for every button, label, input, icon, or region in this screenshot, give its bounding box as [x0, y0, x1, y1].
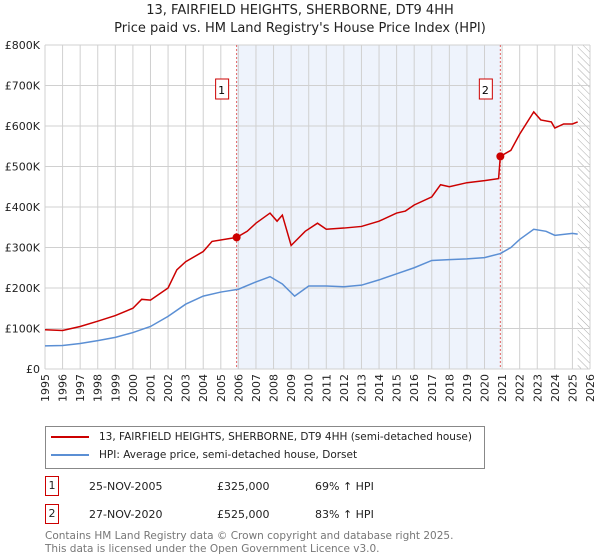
- x-tick-label: 2013: [355, 374, 368, 402]
- sale-row: 2 27-NOV-2020 £525,000 83% ↑ HPI: [45, 504, 445, 526]
- sale-hpi-diff: 69% ↑ HPI: [315, 480, 374, 493]
- chart-title: 13, FAIRFIELD HEIGHTS, SHERBORNE, DT9 4H…: [146, 3, 454, 18]
- sale-date: 27-NOV-2020: [89, 508, 163, 521]
- sale-annotation-label: 2: [482, 84, 489, 97]
- sale-marker-badge: 2: [45, 504, 59, 524]
- y-tick-label: £100K: [5, 323, 41, 336]
- x-tick-label: 1998: [92, 374, 105, 402]
- legend: 13, FAIRFIELD HEIGHTS, SHERBORNE, DT9 4H…: [45, 426, 485, 469]
- x-tick-label: 2023: [531, 374, 544, 402]
- sale-price: £525,000: [217, 508, 270, 521]
- chart-subtitle: Price paid vs. HM Land Registry's House …: [114, 21, 486, 36]
- sale-annotation-box: [215, 78, 230, 100]
- x-tick-label: 2024: [549, 374, 562, 402]
- y-tick-label: £600K: [5, 120, 41, 133]
- x-tick-label: 2002: [162, 374, 175, 402]
- price-paid-line: [44, 110, 578, 332]
- x-tick-label: 1999: [109, 374, 122, 402]
- y-tick-label: £200K: [5, 282, 41, 295]
- x-tick-label: 2021: [496, 374, 509, 402]
- legend-label: 13, FAIRFIELD HEIGHTS, SHERBORNE, DT9 4H…: [99, 431, 472, 443]
- sale-point: [496, 152, 505, 161]
- x-tick-label: 2004: [197, 374, 210, 402]
- footer-line: This data is licensed under the Open Gov…: [45, 543, 380, 555]
- sale-marker-badge: 1: [45, 476, 59, 496]
- x-tick-label: 1995: [39, 374, 52, 402]
- legend-swatch-red: [51, 436, 89, 438]
- x-tick-label: 2007: [250, 374, 263, 402]
- plot-area: 1995 1996 1997 1998 1999 2000 2001 2002 2003 2004…: [5, 39, 597, 402]
- x-tick-label: 2011: [320, 374, 333, 402]
- x-tick-label: 1997: [74, 374, 87, 402]
- footer-line: Contains HM Land Registry data © Crown c…: [45, 530, 454, 542]
- sale-hpi-diff: 83% ↑ HPI: [315, 508, 374, 521]
- legend-item-property: 13, FAIRFIELD HEIGHTS, SHERBORNE, DT9 4H…: [51, 431, 472, 443]
- x-tick-label: 2008: [268, 374, 281, 402]
- x-tick-label: 2017: [426, 374, 439, 402]
- y-tick-label: £700K: [5, 80, 41, 93]
- x-tick-label: 2010: [303, 374, 316, 402]
- legend-swatch-blue: [51, 454, 89, 456]
- x-tick-label: 2025: [566, 374, 579, 402]
- hpi-line: [44, 228, 578, 347]
- y-tick-label: £300K: [5, 242, 41, 255]
- sale-annotation-label: 1: [218, 84, 225, 97]
- y-tick-label: £800K: [5, 39, 41, 52]
- x-tick-label: 2001: [144, 374, 157, 402]
- x-tick-label: 2022: [514, 374, 527, 402]
- sale-price: £325,000: [217, 480, 270, 493]
- sale-row: 1 25-NOV-2005 £325,000 69% ↑ HPI: [45, 476, 445, 498]
- x-tick-label: 2005: [215, 374, 228, 402]
- x-tick-label: 2009: [285, 374, 298, 402]
- sale-point: [232, 233, 241, 242]
- y-tick-label: £400K: [5, 201, 41, 214]
- x-tick-label: 1996: [57, 374, 70, 402]
- x-tick-label: 2020: [479, 374, 492, 402]
- footer: Contains HM Land Registry data © Crown c…: [45, 530, 453, 556]
- x-tick-label: 2003: [180, 374, 193, 402]
- x-tick-label: 2012: [338, 374, 351, 402]
- x-tick-label: 2006: [232, 374, 245, 402]
- x-tick-label: 2014: [373, 374, 386, 402]
- sale-date: 25-NOV-2005: [89, 480, 163, 493]
- x-tick-label: 2018: [443, 374, 456, 402]
- y-tick-label: £0: [26, 363, 40, 376]
- sale-annotation-box: [478, 78, 493, 100]
- legend-item-hpi: HPI: Average price, semi-detached house,…: [51, 449, 357, 461]
- x-tick-label: 2019: [461, 374, 474, 402]
- y-tick-label: £500K: [5, 161, 41, 174]
- legend-label: HPI: Average price, semi-detached house,…: [99, 449, 358, 461]
- x-tick-label: 2015: [391, 374, 404, 402]
- x-tick-label: 2026: [584, 374, 597, 402]
- x-tick-label: 2000: [127, 374, 140, 402]
- x-tick-label: 2016: [408, 374, 421, 402]
